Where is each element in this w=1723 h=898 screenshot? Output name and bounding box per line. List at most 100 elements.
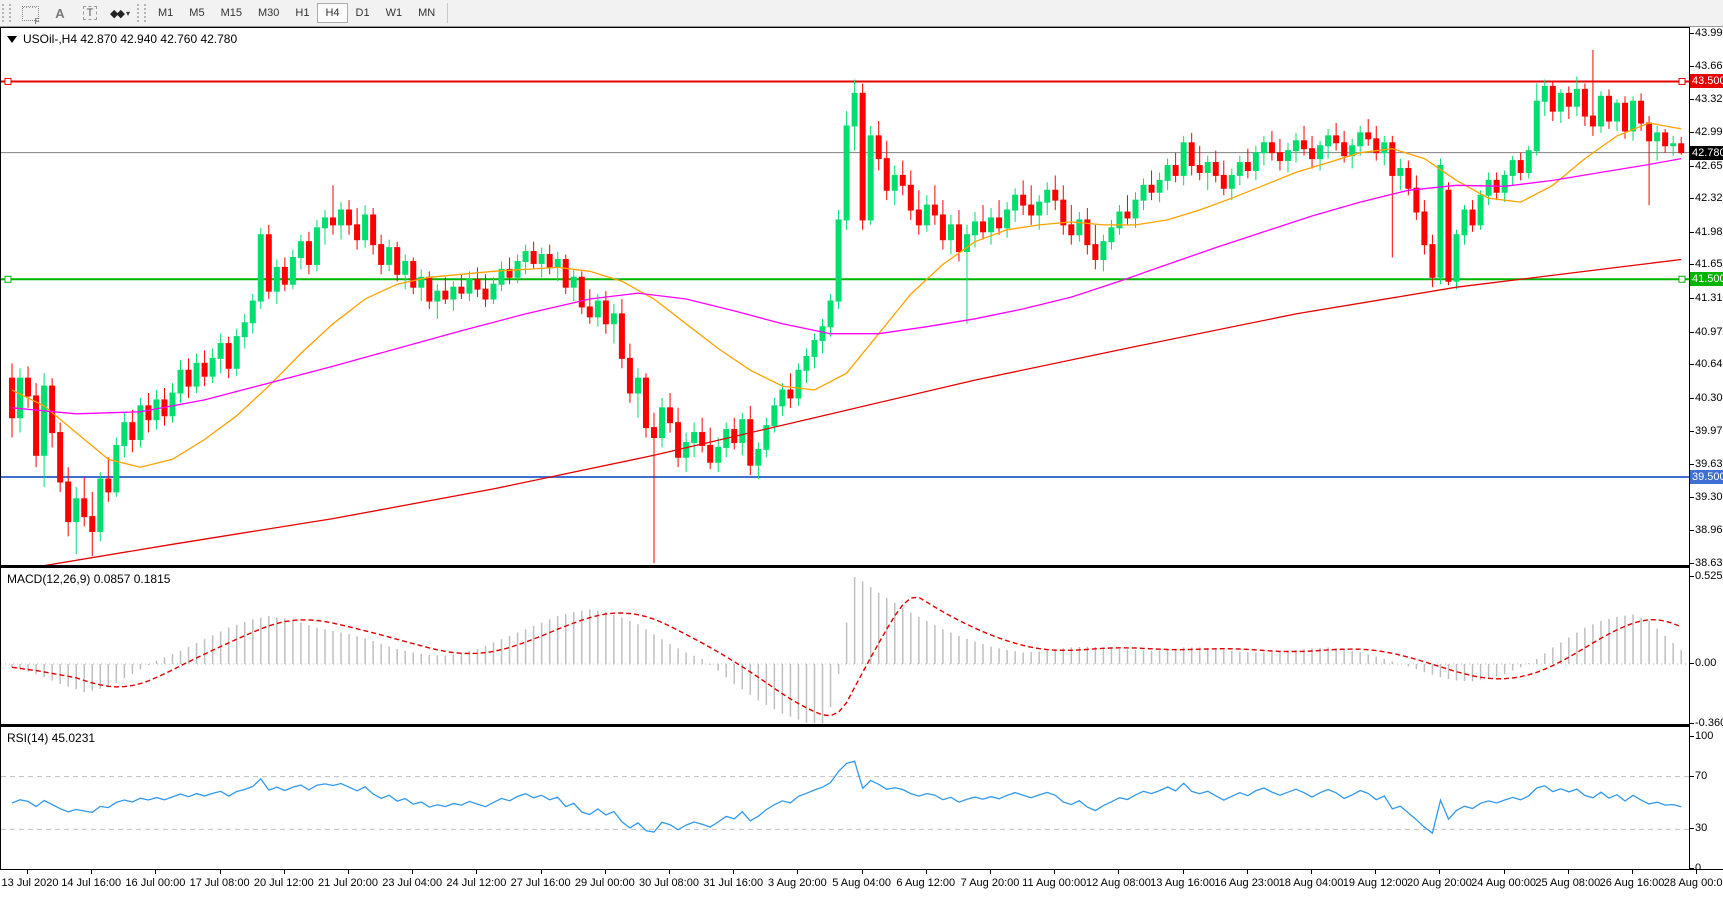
- time-tick: [283, 870, 285, 874]
- time-tick: [1375, 870, 1377, 874]
- ma-fast-orange: [11, 122, 1682, 468]
- time-tick: [990, 870, 991, 874]
- price-axis-label: 40.970: [1690, 326, 1723, 338]
- objects-button[interactable]: ◆◆ ▾: [106, 1, 134, 25]
- font-a-icon: A: [55, 5, 65, 21]
- price-axis-label: 39.300: [1690, 491, 1723, 503]
- time-tick: [1246, 870, 1248, 874]
- time-axis-label: 26 Aug 16:00: [1599, 877, 1665, 889]
- price-tag-43.500: 43.500: [1690, 74, 1723, 89]
- time-tick: [155, 870, 157, 874]
- time-tick: [604, 870, 606, 874]
- time-tick: [412, 870, 414, 874]
- time-axis-label: 30 Jul 08:00: [639, 877, 699, 889]
- time-tick: [1696, 870, 1698, 874]
- macd-panel[interactable]: MACD(12,26,9) 0.0857 0.1815: [0, 566, 1690, 725]
- line-handle[interactable]: [4, 275, 12, 283]
- toolbar-grip-2[interactable]: [137, 4, 146, 22]
- toolbar-separator: [447, 3, 449, 23]
- price-tag-42.780: 42.780: [1690, 145, 1723, 160]
- expand-triangle-icon[interactable]: [7, 36, 17, 44]
- price-axis-label: 0.00: [1690, 657, 1716, 669]
- time-axis-label: 21 Jul 20:00: [318, 877, 378, 889]
- price-axis-label: 41.310: [1690, 292, 1723, 304]
- time-axis[interactable]: 13 Jul 2020 14 Jul 16:00 16 Jul 00:00 17 Ju…: [0, 869, 1723, 898]
- time-tick: [669, 870, 670, 874]
- text-box-button[interactable]: T: [76, 1, 104, 25]
- timeframe-button-m5[interactable]: M5: [181, 3, 212, 23]
- time-axis-label: 6 Aug 12:00: [896, 877, 956, 889]
- time-axis-label: 23 Jul 04:00: [382, 877, 443, 889]
- font-label-button[interactable]: A: [46, 1, 74, 25]
- time-tick: [476, 870, 478, 874]
- macd-signal-line: [11, 596, 1682, 717]
- time-tick: [925, 870, 927, 874]
- rsi-line: [11, 760, 1682, 835]
- time-axis-label: 14 Jul 16:00: [61, 877, 122, 889]
- price-chart-panel[interactable]: USOil-,H4 42.870 42.940 42.760 42.780: [0, 27, 1690, 566]
- timeframe-button-d1[interactable]: D1: [348, 3, 378, 23]
- time-tick: [91, 870, 93, 874]
- rsi-panel[interactable]: RSI(14) 45.0231: [0, 725, 1690, 870]
- rsi-chart[interactable]: [1, 727, 1689, 869]
- time-axis-label: 16 Aug 23:00: [1214, 877, 1280, 889]
- time-tick: [540, 870, 542, 874]
- chart-shift-button[interactable]: F: [16, 1, 44, 26]
- timeframe-button-m15[interactable]: M15: [213, 3, 250, 23]
- time-axis-label: 13 Jul 2020: [1, 877, 59, 889]
- time-axis-label: 24 Jul 12:00: [446, 877, 507, 889]
- time-axis-label: 16 Jul 00:00: [125, 877, 186, 889]
- price-axis-label: 0.5257: [1690, 570, 1723, 582]
- time-tick: [27, 870, 28, 874]
- time-axis-label: 27 Jul 16:00: [510, 877, 571, 889]
- price-axis[interactable]: 43.990 43.660 43.320 42.990 42.650 42.320 41.9…: [1689, 27, 1723, 874]
- time-axis-label: 13 Aug 16:00: [1150, 877, 1216, 889]
- price-axis-label: 43.320: [1690, 93, 1723, 105]
- time-axis-label: 12 Aug 08:00: [1085, 877, 1151, 889]
- price-axis-label: 42.320: [1690, 192, 1723, 204]
- time-tick: [861, 870, 863, 874]
- time-tick: [1118, 870, 1120, 874]
- time-axis-label: 3 Aug 20:00: [768, 877, 827, 889]
- rsi-label: RSI(14) 45.0231: [7, 731, 96, 745]
- toolbar: F A T ◆◆ ▾ M1 M5 M15 M30 H1 H4 D1 W1 MN: [0, 0, 1723, 27]
- price-axis-label: 0: [1690, 862, 1701, 874]
- timeframe-button-m1[interactable]: M1: [150, 3, 181, 23]
- timeframe-button-h1[interactable]: H1: [287, 3, 317, 23]
- line-handle[interactable]: [1678, 77, 1686, 85]
- macd-chart[interactable]: [1, 568, 1689, 724]
- time-tick: [1311, 870, 1312, 874]
- line-handle[interactable]: [4, 77, 12, 85]
- time-tick: [1439, 870, 1441, 874]
- chevron-down-icon: ▾: [125, 8, 130, 18]
- time-tick: [1632, 870, 1633, 874]
- time-tick: [1567, 870, 1569, 874]
- ma-slow-red: [44, 258, 1682, 565]
- price-axis-label: 42.990: [1690, 126, 1723, 138]
- time-axis-label: 19 Aug 12:00: [1342, 877, 1408, 889]
- time-axis-label: 29 Jul 00:00: [574, 877, 635, 889]
- price-axis-label: 41.980: [1690, 226, 1723, 238]
- time-axis-label: 11 Aug 00:00: [1022, 877, 1087, 889]
- timeframe-button-mn[interactable]: MN: [410, 3, 443, 23]
- price-axis-label: 39.630: [1690, 458, 1723, 470]
- timeframe-button-w1[interactable]: W1: [378, 3, 411, 23]
- toolbar-grip[interactable]: [2, 4, 11, 22]
- dotted-grid-icon: F: [21, 5, 40, 26]
- price-axis-label: -0.3603: [1690, 717, 1723, 729]
- macd-label: MACD(12,26,9) 0.0857 0.1815: [7, 572, 171, 586]
- time-axis-label: 18 Aug 04:00: [1278, 877, 1344, 889]
- price-axis-label: 40.640: [1690, 358, 1723, 370]
- price-tag-41.500: 41.500: [1690, 272, 1723, 287]
- time-tick: [348, 870, 349, 874]
- candlestick-chart[interactable]: [1, 28, 1689, 565]
- time-tick: [1503, 870, 1505, 874]
- price-axis-label: 100: [1690, 730, 1713, 742]
- time-tick: [797, 870, 799, 874]
- timeframe-button-h4[interactable]: H4: [317, 3, 348, 23]
- chart-title: USOil-,H4 42.870 42.940 42.760 42.780: [7, 32, 237, 46]
- line-handle[interactable]: [1678, 275, 1686, 283]
- timeframe-button-m30[interactable]: M30: [250, 3, 287, 23]
- price-tag-39.500: 39.500: [1690, 470, 1723, 485]
- price-axis-label: 43.660: [1690, 60, 1723, 72]
